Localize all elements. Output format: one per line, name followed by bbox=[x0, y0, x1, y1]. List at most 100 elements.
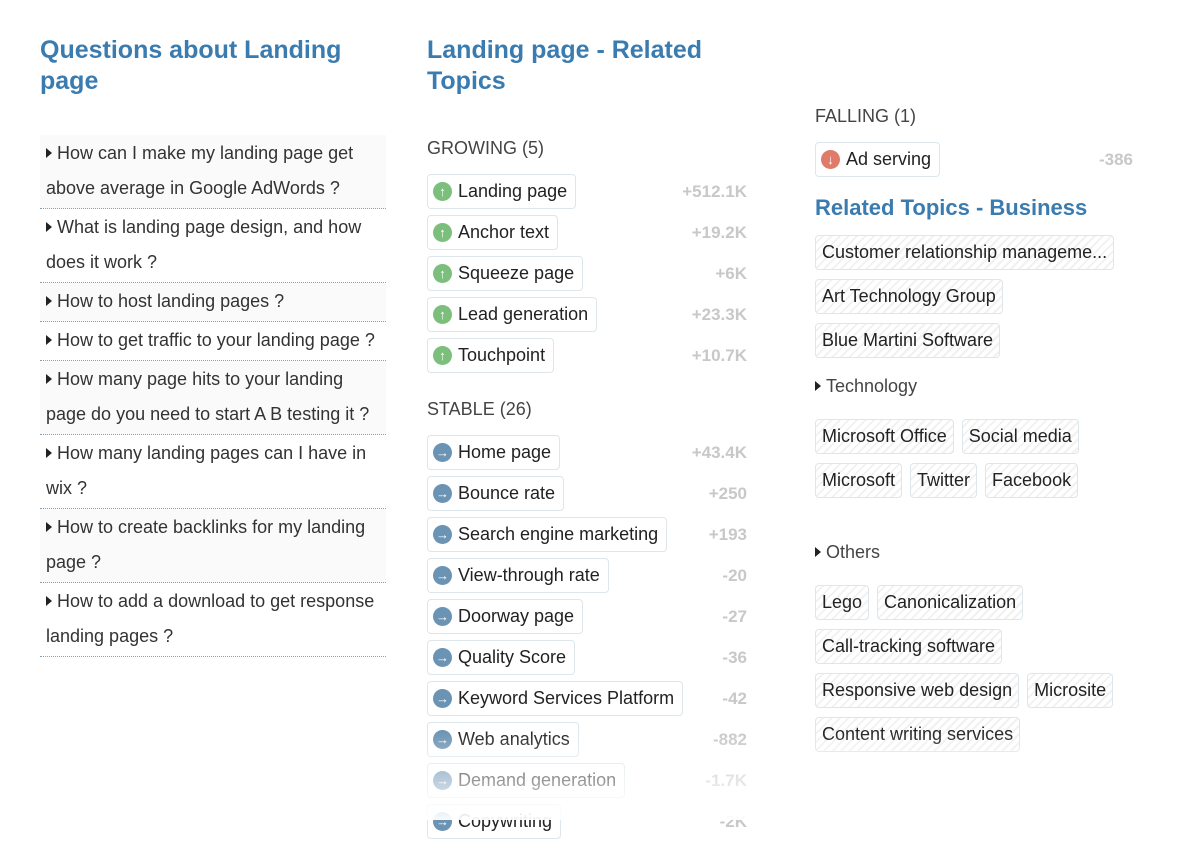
arrow-up-circle-icon: ↑ bbox=[433, 346, 452, 365]
topic-value: -386 bbox=[1098, 149, 1133, 169]
topic-tag[interactable]: Social media bbox=[961, 419, 1079, 454]
topic-name: Doorway page bbox=[458, 606, 575, 626]
topic-value: -20 bbox=[722, 565, 747, 585]
topic-row: ↓ Ad serving -386 bbox=[815, 139, 1133, 180]
arrow-right-circle-icon: → bbox=[433, 484, 452, 503]
topic-tag[interactable]: Content writing services bbox=[815, 717, 1021, 752]
topic-chip[interactable]: → Bounce rate bbox=[427, 476, 565, 511]
falling-list: ↓ Ad serving -386 bbox=[815, 139, 1135, 180]
question-item[interactable]: How can I make my landing page get above… bbox=[40, 135, 386, 209]
question-text: What is landing page design, and how doe… bbox=[46, 217, 362, 272]
business-tag[interactable]: Art Technology Group bbox=[815, 279, 1003, 314]
topic-name: Home page bbox=[458, 442, 552, 462]
topic-name: Bounce rate bbox=[458, 483, 556, 503]
question-text: How can I make my landing page get above… bbox=[46, 143, 354, 198]
topic-name: Demand generation bbox=[458, 770, 617, 790]
question-item[interactable]: What is landing page design, and how doe… bbox=[40, 209, 386, 283]
topic-chip[interactable]: → Copywriting bbox=[427, 804, 562, 839]
stable-list: → Home page +43.4K → Bounce rate +250 → Search … bbox=[427, 432, 747, 842]
topic-chip[interactable]: ↑ Lead generation bbox=[427, 297, 598, 332]
arrow-up-circle-icon: ↑ bbox=[433, 182, 452, 201]
topic-row: ↑ Lead generation +23.3K bbox=[427, 294, 747, 335]
topic-chip[interactable]: → Doorway page bbox=[427, 599, 584, 634]
arrow-right-circle-icon: → bbox=[433, 771, 452, 790]
falling-label: FALLING (1) bbox=[815, 106, 917, 126]
question-item[interactable]: How to get traffic to your landing page … bbox=[40, 322, 386, 361]
growing-label: GROWING (5) bbox=[427, 138, 544, 158]
question-item[interactable]: How many landing pages can I have in wix… bbox=[40, 435, 386, 509]
question-item[interactable]: How to add a download to get response la… bbox=[40, 583, 386, 657]
topic-name: Landing page bbox=[458, 181, 568, 201]
arrow-down-circle-icon: ↓ bbox=[821, 150, 840, 169]
questions-panel: Questions about Landing page How can I m… bbox=[40, 35, 386, 657]
topic-tag[interactable]: Microsoft bbox=[815, 463, 903, 498]
business-tag[interactable]: Blue Martini Software bbox=[815, 323, 1001, 358]
topic-value: -1.7K bbox=[705, 770, 747, 790]
topic-tag[interactable]: Lego bbox=[815, 585, 870, 620]
related-topics-title: Landing page - Related Topics bbox=[427, 36, 703, 95]
topic-name: Web analytics bbox=[458, 729, 570, 749]
topic-tag[interactable]: Responsive web design bbox=[815, 673, 1020, 708]
topic-row: → Demand generation -1.7K bbox=[427, 760, 747, 801]
question-text: How many landing pages can I have in wix… bbox=[46, 443, 367, 498]
topic-row: → Doorway page -27 bbox=[427, 596, 747, 637]
topic-name: View-through rate bbox=[458, 565, 600, 585]
group-toggle-technology[interactable]: Technology bbox=[815, 376, 1135, 397]
caret-right-icon bbox=[46, 148, 52, 158]
topic-name: Copywriting bbox=[458, 811, 553, 831]
topic-tag[interactable]: Microsoft Office bbox=[815, 419, 954, 454]
topic-tag[interactable]: Canonicalization bbox=[877, 585, 1024, 620]
topic-row: → Web analytics -882 bbox=[427, 719, 747, 760]
topic-chip[interactable]: ↑ Anchor text bbox=[427, 215, 559, 250]
arrow-right-circle-icon: → bbox=[433, 812, 452, 831]
question-text: How to host landing pages ? bbox=[57, 291, 285, 311]
topic-value: +512.1K bbox=[682, 181, 747, 201]
topic-value: +10.7K bbox=[691, 345, 747, 365]
topic-tag[interactable]: Microsite bbox=[1027, 673, 1114, 708]
topic-tag[interactable]: Call-tracking software bbox=[815, 629, 1003, 664]
topic-chip[interactable]: → Home page bbox=[427, 435, 561, 470]
topic-name: Lead generation bbox=[458, 304, 589, 324]
question-text: How to add a download to get response la… bbox=[46, 591, 375, 646]
topic-chip[interactable]: → View-through rate bbox=[427, 558, 609, 593]
question-item[interactable]: How many page hits to your landing page … bbox=[40, 361, 386, 435]
topic-value: +250 bbox=[708, 483, 747, 503]
topic-name: Keyword Services Platform bbox=[458, 688, 675, 708]
topic-tag[interactable]: Twitter bbox=[910, 463, 978, 498]
topic-row: → Search engine marketing +193 bbox=[427, 514, 747, 555]
question-item[interactable]: How to create backlinks for my landing p… bbox=[40, 509, 386, 583]
business-top-tags: Customer relationship manageme... Art Tec… bbox=[815, 235, 1135, 358]
topic-chip[interactable]: ↓ Ad serving bbox=[815, 142, 941, 177]
topic-chip[interactable]: ↑ Landing page bbox=[427, 174, 577, 209]
group-toggle-others[interactable]: Others bbox=[815, 542, 1135, 563]
caret-right-icon bbox=[46, 222, 52, 232]
arrow-up-circle-icon: ↑ bbox=[433, 223, 452, 242]
topic-chip[interactable]: → Keyword Services Platform bbox=[427, 681, 684, 716]
topic-tag[interactable]: Facebook bbox=[985, 463, 1079, 498]
questions-title: Questions about Landing page bbox=[40, 36, 342, 95]
arrow-right-circle-icon: → bbox=[433, 689, 452, 708]
stable-label: STABLE (26) bbox=[427, 399, 532, 419]
growing-list: ↑ Landing page +512.1K ↑ Anchor text +19.2K ↑ S… bbox=[427, 171, 747, 376]
topic-row: ↑ Anchor text +19.2K bbox=[427, 212, 747, 253]
arrow-right-circle-icon: → bbox=[433, 648, 452, 667]
topic-chip[interactable]: ↑ Squeeze page bbox=[427, 256, 584, 291]
group-label: Others bbox=[826, 542, 881, 562]
topic-row: → Home page +43.4K bbox=[427, 432, 747, 473]
arrow-right-circle-icon: → bbox=[433, 730, 452, 749]
topic-name: Ad serving bbox=[846, 149, 932, 169]
topic-chip[interactable]: ↑ Touchpoint bbox=[427, 338, 555, 373]
topic-value: -2K bbox=[719, 811, 747, 831]
business-tag[interactable]: Customer relationship manageme... bbox=[815, 235, 1115, 270]
topic-value: -42 bbox=[722, 688, 747, 708]
caret-right-icon bbox=[815, 547, 821, 557]
topic-chip[interactable]: → Quality Score bbox=[427, 640, 576, 675]
caret-right-icon bbox=[46, 335, 52, 345]
topic-name: Touchpoint bbox=[458, 345, 546, 365]
topic-name: Quality Score bbox=[458, 647, 567, 667]
topic-chip[interactable]: → Demand generation bbox=[427, 763, 626, 798]
question-item[interactable]: How to host landing pages ? bbox=[40, 283, 386, 322]
topic-chip[interactable]: → Search engine marketing bbox=[427, 517, 668, 552]
topic-chip[interactable]: → Web analytics bbox=[427, 722, 579, 757]
related-topics-panel: Landing page - Related Topics GROWING (5… bbox=[427, 35, 747, 842]
